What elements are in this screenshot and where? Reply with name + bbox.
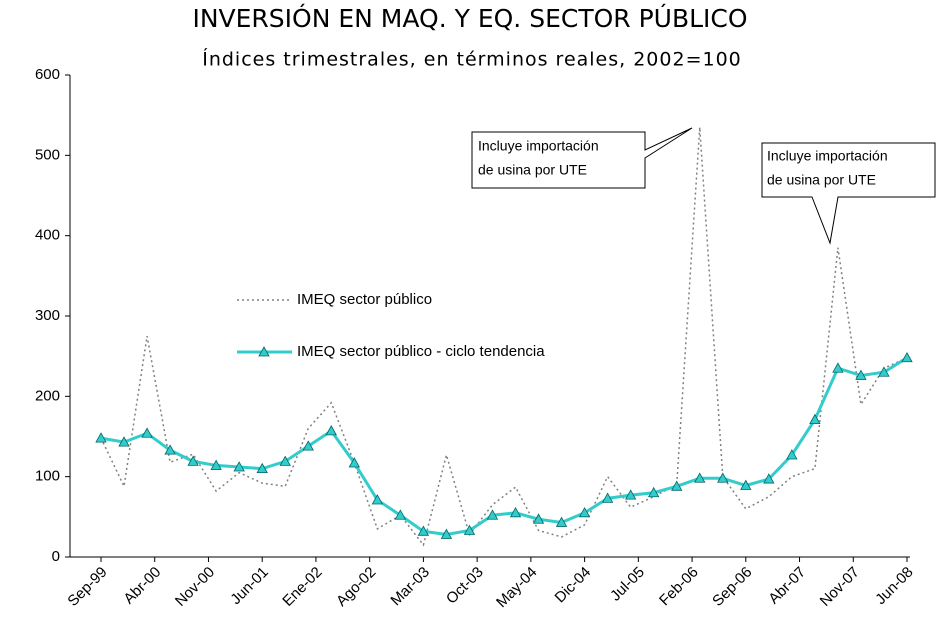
marker (463, 524, 476, 535)
marker (348, 457, 360, 468)
marker (325, 425, 337, 436)
marker (233, 461, 245, 472)
series-line (100, 356, 908, 537)
y-tick-label: 500 (35, 146, 60, 163)
annotation-text: Incluye importación (767, 148, 888, 164)
marker (417, 525, 430, 536)
series-line (100, 127, 908, 547)
marker (601, 492, 614, 503)
annotation: Incluye importación de usina por UTE (761, 142, 936, 245)
marker (210, 459, 222, 470)
marker (809, 413, 821, 425)
chart-subtitle: Índices trimestrales, en términos reales… (202, 48, 742, 71)
x-tick-label: Mar-03 (387, 564, 433, 610)
x-tick-label: Dic-04 (552, 564, 595, 607)
marker (141, 427, 153, 438)
marker (878, 366, 890, 377)
marker (95, 432, 107, 443)
x-tick-label: Oct-03 (443, 564, 487, 608)
callout-box (761, 142, 936, 245)
marker (394, 509, 407, 520)
marker (486, 509, 499, 520)
marker (901, 351, 913, 363)
x-tick-label: Abr-07 (765, 564, 809, 608)
marker (648, 486, 660, 498)
x-tick-label: Ago-02 (333, 564, 379, 610)
annotation: Incluye importación de usina por UTE (471, 127, 693, 189)
x-tick-label: Sep-99 (64, 564, 110, 610)
marker (832, 362, 844, 373)
marker (578, 506, 591, 518)
x-tick-label: Jun-01 (227, 564, 271, 608)
legend-label: IMEQ sector público (297, 291, 432, 308)
x-tick-label: Feb-06 (656, 564, 702, 610)
annotation-text: Incluye importación (478, 138, 599, 154)
legend-label: IMEQ sector público - ciclo tendencia (297, 343, 545, 360)
y-tick-label: 600 (35, 66, 60, 83)
y-tick-label: 300 (35, 307, 60, 324)
marker (118, 436, 130, 447)
annotation-text: de usina por UTE (767, 172, 876, 188)
marker (256, 462, 268, 474)
marker (302, 440, 314, 451)
marker (717, 472, 729, 483)
y-tick-label: 400 (35, 227, 60, 244)
x-tick-label: Nov-07 (817, 564, 863, 610)
marker (371, 494, 384, 505)
x-tick-label: Abr-00 (121, 564, 165, 608)
marker (763, 473, 775, 484)
x-tick-label: Nov-00 (172, 564, 218, 610)
marker (440, 528, 453, 539)
marker (671, 480, 683, 491)
chart-title: INVERSIÓN EN MAQ. Y EQ. SECTOR PÚBLICO (192, 3, 747, 33)
callout-box (471, 127, 693, 189)
marker (509, 506, 522, 518)
marker (555, 516, 568, 527)
marker (740, 479, 752, 490)
marker (187, 455, 199, 466)
marker (532, 513, 545, 524)
marker (164, 444, 176, 455)
x-tick-label: Sep-06 (709, 564, 755, 610)
marker (624, 489, 637, 500)
x-tick-label: May-04 (493, 564, 540, 611)
marker (279, 455, 291, 466)
y-tick-label: 200 (35, 387, 60, 404)
marker (786, 449, 798, 460)
annotation-text: de usina por UTE (478, 162, 587, 178)
x-tick-label: Ene-02 (279, 564, 325, 610)
marker (855, 369, 867, 380)
x-tick-label: Jul-05 (607, 564, 648, 605)
y-tick-label: 0 (52, 548, 60, 565)
x-tick-label: Jun-08 (872, 564, 916, 608)
marker (694, 472, 706, 483)
y-tick-label: 100 (35, 468, 60, 485)
legend-marker (258, 346, 270, 357)
